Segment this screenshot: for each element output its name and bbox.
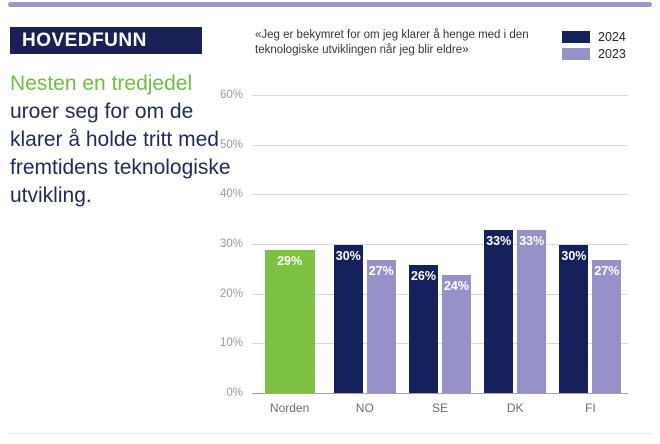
y-tick-label: 20% bbox=[219, 287, 243, 300]
bottom-divider bbox=[8, 433, 652, 434]
y-tick-label: 0% bbox=[226, 387, 243, 399]
legend-label: 2023 bbox=[598, 46, 626, 61]
legend-item-2023: 2023 bbox=[562, 46, 626, 61]
gridline-0: 0% bbox=[226, 387, 628, 399]
legend-swatch bbox=[562, 47, 590, 60]
legend-swatch bbox=[562, 30, 590, 43]
bar-no-2023: 27% bbox=[366, 259, 396, 394]
bar-value-label: 33% bbox=[519, 234, 545, 249]
gridline-10: 10% bbox=[220, 337, 628, 349]
bar-value-label: 29% bbox=[277, 253, 303, 268]
gridline-60: 60% bbox=[220, 89, 628, 101]
bar-no-2024: 30% bbox=[333, 245, 363, 394]
bar-value-label: 30% bbox=[335, 249, 361, 263]
bar-se-2024: 26% bbox=[409, 264, 438, 394]
y-tick-label: 30% bbox=[219, 238, 243, 250]
gridline-20: 20% bbox=[220, 288, 628, 300]
legend: 2024 2023 bbox=[562, 30, 626, 64]
bar-group-fi: 30% 27% FI bbox=[553, 96, 628, 415]
x-tick-label-norden: Norden bbox=[269, 401, 310, 415]
bar-group-se: 26% 24% SE bbox=[402, 96, 477, 415]
summary-lead: Nesten en tredjedel bbox=[10, 72, 193, 95]
bar-se-2023: 24% bbox=[442, 274, 471, 394]
bar-value-label: 27% bbox=[368, 263, 394, 278]
plot-area: 29% Norden 30% 27% NO 26% 24% SE 33% 33% DK 30% 27% F… bbox=[220, 89, 628, 415]
bars-layer: 29% Norden 30% 27% NO 26% 24% SE 33% 33% DK 30% 27% F… bbox=[252, 96, 628, 415]
bar-value-label: 24% bbox=[443, 278, 470, 293]
legend-item-2024: 2024 bbox=[562, 29, 626, 44]
x-tick-label-no: NO bbox=[355, 401, 374, 415]
bar-norden-norden: 29% bbox=[264, 249, 315, 394]
bar-group-norden: 29% Norden bbox=[252, 96, 327, 415]
bar-value-label: 30% bbox=[561, 249, 587, 263]
bar-group-no: 30% 27% NO bbox=[327, 96, 402, 415]
bar-dk-2024: 33% bbox=[484, 230, 514, 394]
bar-value-label: 27% bbox=[594, 263, 620, 278]
chart-quote: «Jeg er bekymret for om jeg klarer å hen… bbox=[255, 29, 529, 56]
title-box: HOVEDFUNN bbox=[10, 27, 202, 54]
bar-group-dk: 33% 33% DK bbox=[478, 96, 553, 415]
gridline-50: 50% bbox=[220, 139, 628, 151]
x-tick-label-dk: DK bbox=[506, 401, 524, 415]
y-tick-label: 60% bbox=[219, 89, 243, 101]
x-tick-label-se: SE bbox=[432, 401, 449, 415]
y-tick-label: 10% bbox=[219, 337, 243, 350]
top-accent-bar bbox=[8, 2, 652, 7]
summary-rest: uroer seg for om de klarer å holde tritt… bbox=[10, 100, 231, 207]
gridline-40: 40% bbox=[220, 188, 628, 200]
bar-fi-2023: 27% bbox=[592, 259, 622, 394]
bar-value-label: 26% bbox=[410, 268, 437, 283]
summary-text: Nesten en tredjedel uroer seg for om de … bbox=[10, 70, 234, 210]
y-tick-label: 40% bbox=[219, 188, 243, 201]
bar-value-label: 33% bbox=[486, 234, 512, 249]
y-tick-label: 50% bbox=[219, 138, 243, 151]
legend-label: 2024 bbox=[598, 29, 626, 44]
bar-dk-2023: 33% bbox=[517, 230, 547, 394]
gridline-30: 30% bbox=[220, 238, 628, 250]
x-tick-label-fi: FI bbox=[585, 401, 596, 415]
page-title: HOVEDFUNN bbox=[22, 30, 147, 51]
bar-fi-2024: 30% bbox=[559, 245, 589, 394]
